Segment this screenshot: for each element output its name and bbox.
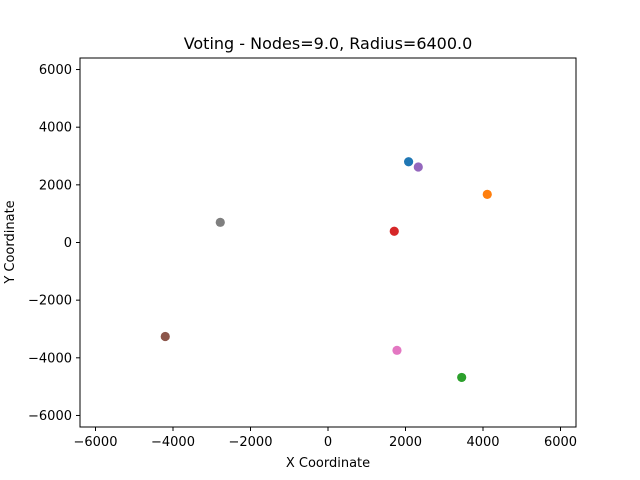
y-axis: −6000 −4000 −2000 0 2000 4000 6000 xyxy=(28,63,80,424)
x-tick-label: 2000 xyxy=(389,435,422,450)
x-axis-label: X Coordinate xyxy=(286,456,370,471)
y-tick-label: −4000 xyxy=(28,351,72,366)
chart-title: Voting - Nodes=9.0, Radius=6400.0 xyxy=(184,34,473,53)
x-tick-label: 4000 xyxy=(466,435,499,450)
y-tick-label: 4000 xyxy=(39,121,72,136)
y-tick-label: 2000 xyxy=(39,178,72,193)
x-tick-label: −2000 xyxy=(229,435,273,450)
x-tick-label: −6000 xyxy=(74,435,118,450)
y-tick-label: −2000 xyxy=(28,294,72,309)
y-tick-label: −6000 xyxy=(28,409,72,424)
data-point-6 xyxy=(160,331,170,342)
x-tick-label: 0 xyxy=(324,435,332,450)
x-axis: −6000 −4000 −2000 0 2000 4000 6000 xyxy=(74,427,577,450)
x-tick-label: 6000 xyxy=(544,435,577,450)
y-tick-label: 0 xyxy=(64,236,72,251)
data-point-7 xyxy=(392,345,402,355)
y-axis-label: Y Coordinate xyxy=(3,200,18,284)
data-point-5 xyxy=(413,162,423,172)
data-points xyxy=(160,157,492,383)
data-point-3 xyxy=(457,372,467,383)
data-point-2 xyxy=(482,189,492,199)
x-tick-label: −4000 xyxy=(151,435,195,450)
y-tick-label: 6000 xyxy=(39,63,72,78)
data-point-4 xyxy=(389,226,399,236)
data-point-1 xyxy=(404,157,414,167)
data-point-8 xyxy=(215,217,225,227)
plot-area xyxy=(79,57,577,428)
